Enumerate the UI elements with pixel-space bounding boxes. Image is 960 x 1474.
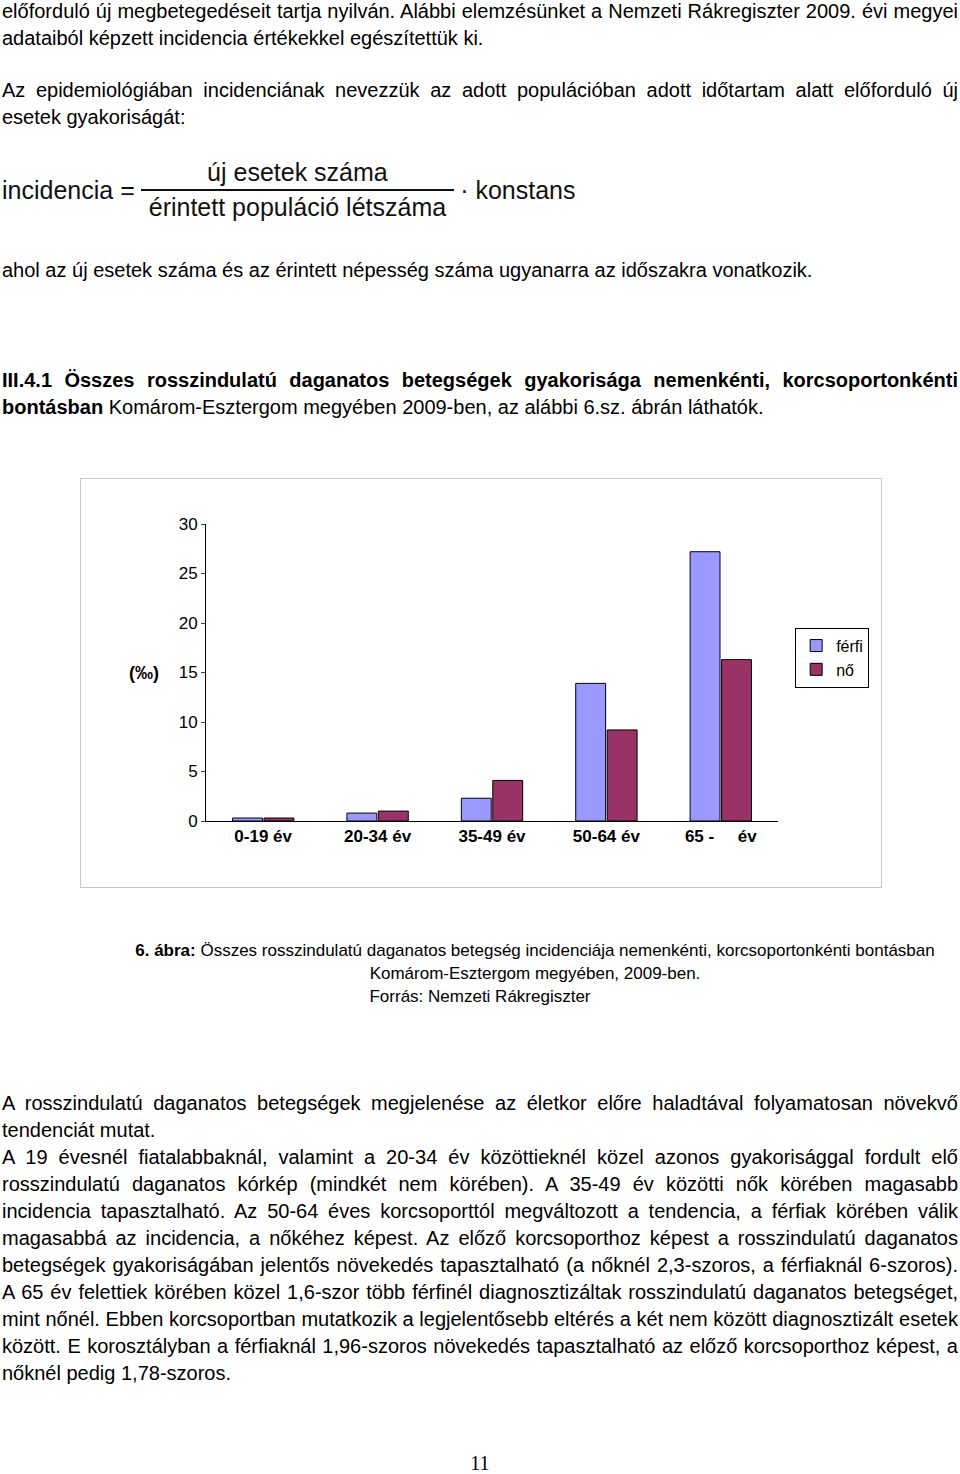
html-text:Forrás: Nemzeti Rákregiszter: Forrás: Nemzeti Rákregiszter (369, 987, 591, 1006)
svg-text:0-19 év: 0-19 év (234, 827, 292, 846)
svg-text:(‰): (‰) (129, 663, 159, 683)
html-text:ahol az új esetek száma és az: ahol az új esetek száma és az érintett n… (2, 259, 813, 281)
html-text:6. ábra: Összes rosszindulatú: 6. ábra: Összes rosszindulatú daganatos … (135, 941, 935, 983)
html-text:incidencia =: incidencia = (2, 175, 135, 204)
html-text:A 19 évesnél fiatalabbaknál, v: A 19 évesnél fiatalabbaknál, valamint a … (2, 1146, 958, 1384)
html-text:Az epidemiológiában incidenciá: Az epidemiológiában incidenciának nevezz… (2, 79, 958, 128)
html-text:III.4.1 Összes rosszindulatú d: III.4.1 Összes rosszindulatú daganatos b… (2, 369, 958, 418)
svg-text:20: 20 (179, 614, 198, 633)
svg-text:10: 10 (179, 713, 198, 732)
html-text:· konstans: · konstans (460, 175, 576, 204)
svg-text:15: 15 (179, 663, 198, 682)
svg-text:férfi: férfi (836, 638, 863, 655)
html-text:11: 11 (470, 1452, 490, 1474)
svg-text:35-49 év: 35-49 év (458, 827, 526, 846)
html-text:új esetek száma: új esetek száma (207, 158, 388, 186)
svg-text:20-34 év: 20-34 év (344, 827, 412, 846)
html-text:érintett populáció létszáma: érintett populáció létszáma (148, 193, 447, 221)
svg-text:65 - év: 65 - év (685, 827, 757, 846)
svg-text:nő: nő (836, 662, 854, 679)
svg-text:50-64 év: 50-64 év (573, 827, 641, 846)
html-text:előforduló új megbetegedéseit: előforduló új megbetegedéseit tartja nyi… (2, 0, 958, 49)
svg-text:25: 25 (179, 564, 198, 583)
svg-text:0: 0 (188, 812, 197, 831)
svg-text:5: 5 (188, 762, 197, 781)
svg-text:30: 30 (179, 515, 198, 534)
html-text:A rosszindulatú daganatos bete: A rosszindulatú daganatos betegségek meg… (2, 1092, 958, 1141)
